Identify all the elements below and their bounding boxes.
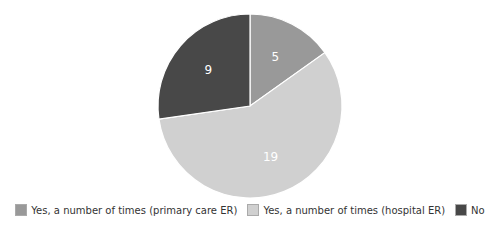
svg-text:19: 19 xyxy=(263,150,278,164)
svg-text:5: 5 xyxy=(271,50,279,64)
html-text:Yes, a number of times (hospit: Yes, a number of times (hospital ER) xyxy=(263,204,446,216)
html-text:Yes, a number of times (primar: Yes, a number of times (primary care ER) xyxy=(31,204,238,216)
html-text:No: No xyxy=(471,204,485,216)
svg-text:9: 9 xyxy=(204,63,212,77)
